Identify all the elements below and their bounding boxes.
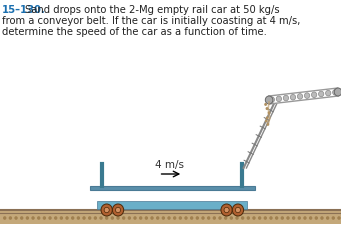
Circle shape [88, 216, 91, 220]
Circle shape [235, 207, 240, 213]
Bar [90, 186, 255, 190]
Circle shape [283, 95, 288, 101]
Circle shape [60, 216, 63, 220]
Circle shape [116, 207, 121, 213]
Circle shape [37, 216, 40, 220]
Circle shape [3, 216, 6, 220]
Circle shape [128, 216, 131, 220]
Circle shape [145, 216, 148, 220]
Circle shape [101, 204, 112, 216]
Circle shape [173, 216, 177, 220]
Circle shape [122, 216, 125, 220]
Circle shape [230, 216, 233, 220]
Circle shape [326, 90, 331, 96]
Circle shape [218, 216, 222, 220]
Circle shape [54, 216, 57, 220]
Circle shape [320, 216, 324, 220]
Circle shape [179, 216, 182, 220]
Circle shape [266, 116, 269, 119]
Text: 15–130.: 15–130. [2, 5, 45, 15]
Circle shape [221, 204, 232, 216]
Text: from a conveyor belt. If the car is initially coasting at 4 m/s,: from a conveyor belt. If the car is init… [2, 16, 300, 26]
Circle shape [207, 216, 210, 220]
Circle shape [269, 97, 274, 102]
Circle shape [150, 216, 154, 220]
Circle shape [297, 94, 303, 99]
Circle shape [31, 216, 35, 220]
Circle shape [266, 107, 268, 110]
Circle shape [43, 216, 46, 220]
Circle shape [275, 216, 278, 220]
Circle shape [156, 216, 159, 220]
Circle shape [48, 216, 52, 220]
Circle shape [337, 216, 341, 220]
Circle shape [334, 88, 342, 96]
Circle shape [269, 216, 273, 220]
Circle shape [77, 216, 80, 220]
Circle shape [326, 216, 329, 220]
Circle shape [266, 123, 269, 126]
Circle shape [280, 216, 284, 220]
Circle shape [290, 94, 296, 100]
Text: determine the speed of the car as a function of time.: determine the speed of the car as a func… [2, 27, 267, 37]
Circle shape [265, 96, 273, 104]
Circle shape [258, 216, 261, 220]
Circle shape [133, 216, 137, 220]
Circle shape [104, 207, 109, 213]
Circle shape [65, 216, 69, 220]
Circle shape [224, 216, 227, 220]
Circle shape [265, 120, 268, 122]
Circle shape [276, 96, 282, 102]
Circle shape [286, 216, 290, 220]
Circle shape [247, 216, 250, 220]
Text: Sand drops onto the 2-Mg empty rail car at 50 kg/s: Sand drops onto the 2-Mg empty rail car … [26, 5, 280, 15]
Text: 4 m/s: 4 m/s [156, 160, 184, 170]
Bar [97, 201, 247, 209]
Circle shape [162, 216, 165, 220]
Circle shape [93, 216, 97, 220]
Circle shape [318, 91, 324, 97]
Circle shape [213, 216, 216, 220]
Circle shape [332, 90, 338, 95]
Circle shape [112, 204, 124, 216]
Circle shape [26, 216, 29, 220]
Circle shape [303, 216, 307, 220]
Circle shape [196, 216, 199, 220]
Circle shape [105, 216, 108, 220]
Circle shape [292, 216, 295, 220]
Circle shape [309, 216, 312, 220]
Circle shape [20, 216, 23, 220]
Circle shape [14, 216, 18, 220]
Circle shape [304, 93, 310, 98]
Circle shape [99, 216, 103, 220]
Circle shape [167, 216, 171, 220]
Circle shape [312, 92, 317, 98]
Circle shape [314, 216, 318, 220]
Circle shape [190, 216, 193, 220]
Circle shape [82, 216, 86, 220]
Circle shape [201, 216, 205, 220]
Circle shape [111, 216, 114, 220]
Circle shape [224, 207, 229, 213]
Circle shape [71, 216, 74, 220]
Circle shape [264, 103, 267, 106]
Circle shape [268, 111, 270, 114]
Circle shape [184, 216, 188, 220]
Circle shape [139, 216, 142, 220]
Bar [0, 210, 341, 224]
Circle shape [252, 216, 256, 220]
Circle shape [241, 216, 244, 220]
Circle shape [235, 216, 239, 220]
Circle shape [264, 216, 267, 220]
Circle shape [232, 204, 244, 216]
Circle shape [9, 216, 12, 220]
Circle shape [297, 216, 301, 220]
Circle shape [116, 216, 120, 220]
Circle shape [332, 216, 335, 220]
